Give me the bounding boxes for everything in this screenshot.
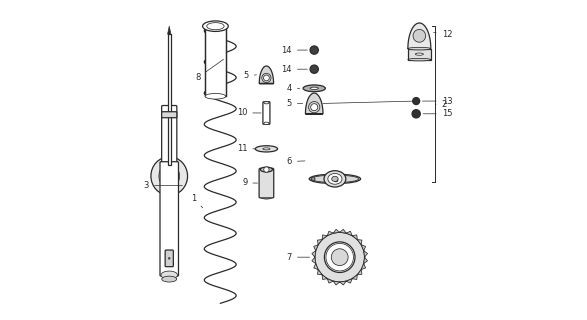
Circle shape: [325, 242, 355, 272]
Polygon shape: [318, 270, 322, 275]
Ellipse shape: [205, 93, 226, 99]
Polygon shape: [318, 240, 322, 245]
Polygon shape: [340, 281, 346, 285]
Ellipse shape: [161, 271, 177, 279]
Polygon shape: [340, 229, 346, 233]
Circle shape: [315, 232, 365, 282]
FancyBboxPatch shape: [161, 106, 177, 166]
Circle shape: [168, 258, 170, 259]
Polygon shape: [346, 231, 352, 236]
Text: 5: 5: [286, 99, 303, 108]
Ellipse shape: [264, 101, 269, 104]
Text: 3: 3: [144, 181, 183, 190]
Polygon shape: [314, 245, 318, 251]
Polygon shape: [357, 240, 362, 245]
Text: 4: 4: [286, 84, 300, 93]
Ellipse shape: [332, 176, 338, 181]
Ellipse shape: [159, 164, 180, 188]
Ellipse shape: [408, 47, 431, 50]
Ellipse shape: [324, 171, 346, 187]
Text: 14: 14: [281, 65, 307, 74]
Polygon shape: [312, 251, 316, 257]
Polygon shape: [259, 66, 274, 84]
Polygon shape: [333, 281, 340, 285]
Polygon shape: [361, 264, 366, 270]
FancyBboxPatch shape: [259, 168, 274, 198]
Polygon shape: [322, 275, 328, 279]
Bar: [167, 34, 171, 165]
Text: 15: 15: [423, 109, 452, 118]
Text: 2: 2: [436, 100, 447, 109]
Circle shape: [412, 110, 420, 118]
Polygon shape: [346, 279, 352, 283]
Circle shape: [311, 177, 315, 181]
Ellipse shape: [207, 23, 224, 30]
Circle shape: [413, 98, 420, 105]
Polygon shape: [364, 251, 367, 257]
Ellipse shape: [310, 87, 318, 90]
Polygon shape: [322, 235, 328, 240]
Bar: [205, 26, 226, 96]
Ellipse shape: [151, 157, 188, 195]
Polygon shape: [167, 26, 171, 34]
Polygon shape: [352, 235, 357, 240]
Polygon shape: [408, 23, 431, 49]
FancyBboxPatch shape: [263, 102, 270, 124]
Polygon shape: [333, 229, 340, 233]
Polygon shape: [314, 264, 318, 270]
Text: 12: 12: [434, 30, 452, 39]
Ellipse shape: [261, 167, 272, 172]
Ellipse shape: [328, 173, 342, 184]
FancyBboxPatch shape: [165, 250, 173, 267]
Circle shape: [331, 249, 348, 266]
Ellipse shape: [416, 53, 423, 55]
Polygon shape: [305, 93, 323, 114]
Ellipse shape: [162, 276, 177, 282]
Circle shape: [310, 65, 318, 73]
Circle shape: [311, 104, 318, 111]
Ellipse shape: [261, 194, 272, 199]
Circle shape: [264, 75, 269, 81]
FancyBboxPatch shape: [161, 112, 177, 118]
Text: 10: 10: [237, 108, 261, 117]
Polygon shape: [364, 257, 367, 264]
Polygon shape: [352, 275, 357, 279]
Text: 11: 11: [237, 144, 255, 153]
Ellipse shape: [203, 21, 228, 31]
Circle shape: [310, 46, 318, 54]
Text: 9: 9: [242, 179, 258, 188]
Ellipse shape: [303, 85, 325, 92]
Bar: [408, 49, 431, 60]
Text: 14: 14: [281, 45, 307, 55]
Ellipse shape: [309, 174, 360, 184]
Ellipse shape: [255, 146, 278, 152]
Ellipse shape: [413, 29, 426, 42]
Text: 6: 6: [286, 157, 305, 166]
Polygon shape: [328, 279, 333, 283]
Ellipse shape: [264, 122, 269, 124]
Text: 5: 5: [244, 71, 257, 80]
Polygon shape: [312, 257, 316, 264]
Text: 7: 7: [286, 253, 309, 262]
FancyBboxPatch shape: [160, 162, 178, 276]
Polygon shape: [361, 245, 366, 251]
Ellipse shape: [408, 58, 431, 61]
Circle shape: [335, 179, 338, 182]
Ellipse shape: [263, 148, 270, 150]
Text: 8: 8: [195, 59, 224, 82]
Polygon shape: [357, 270, 362, 275]
Polygon shape: [328, 231, 333, 236]
Text: 13: 13: [423, 97, 452, 106]
Circle shape: [264, 167, 269, 172]
Text: 1: 1: [191, 194, 203, 208]
